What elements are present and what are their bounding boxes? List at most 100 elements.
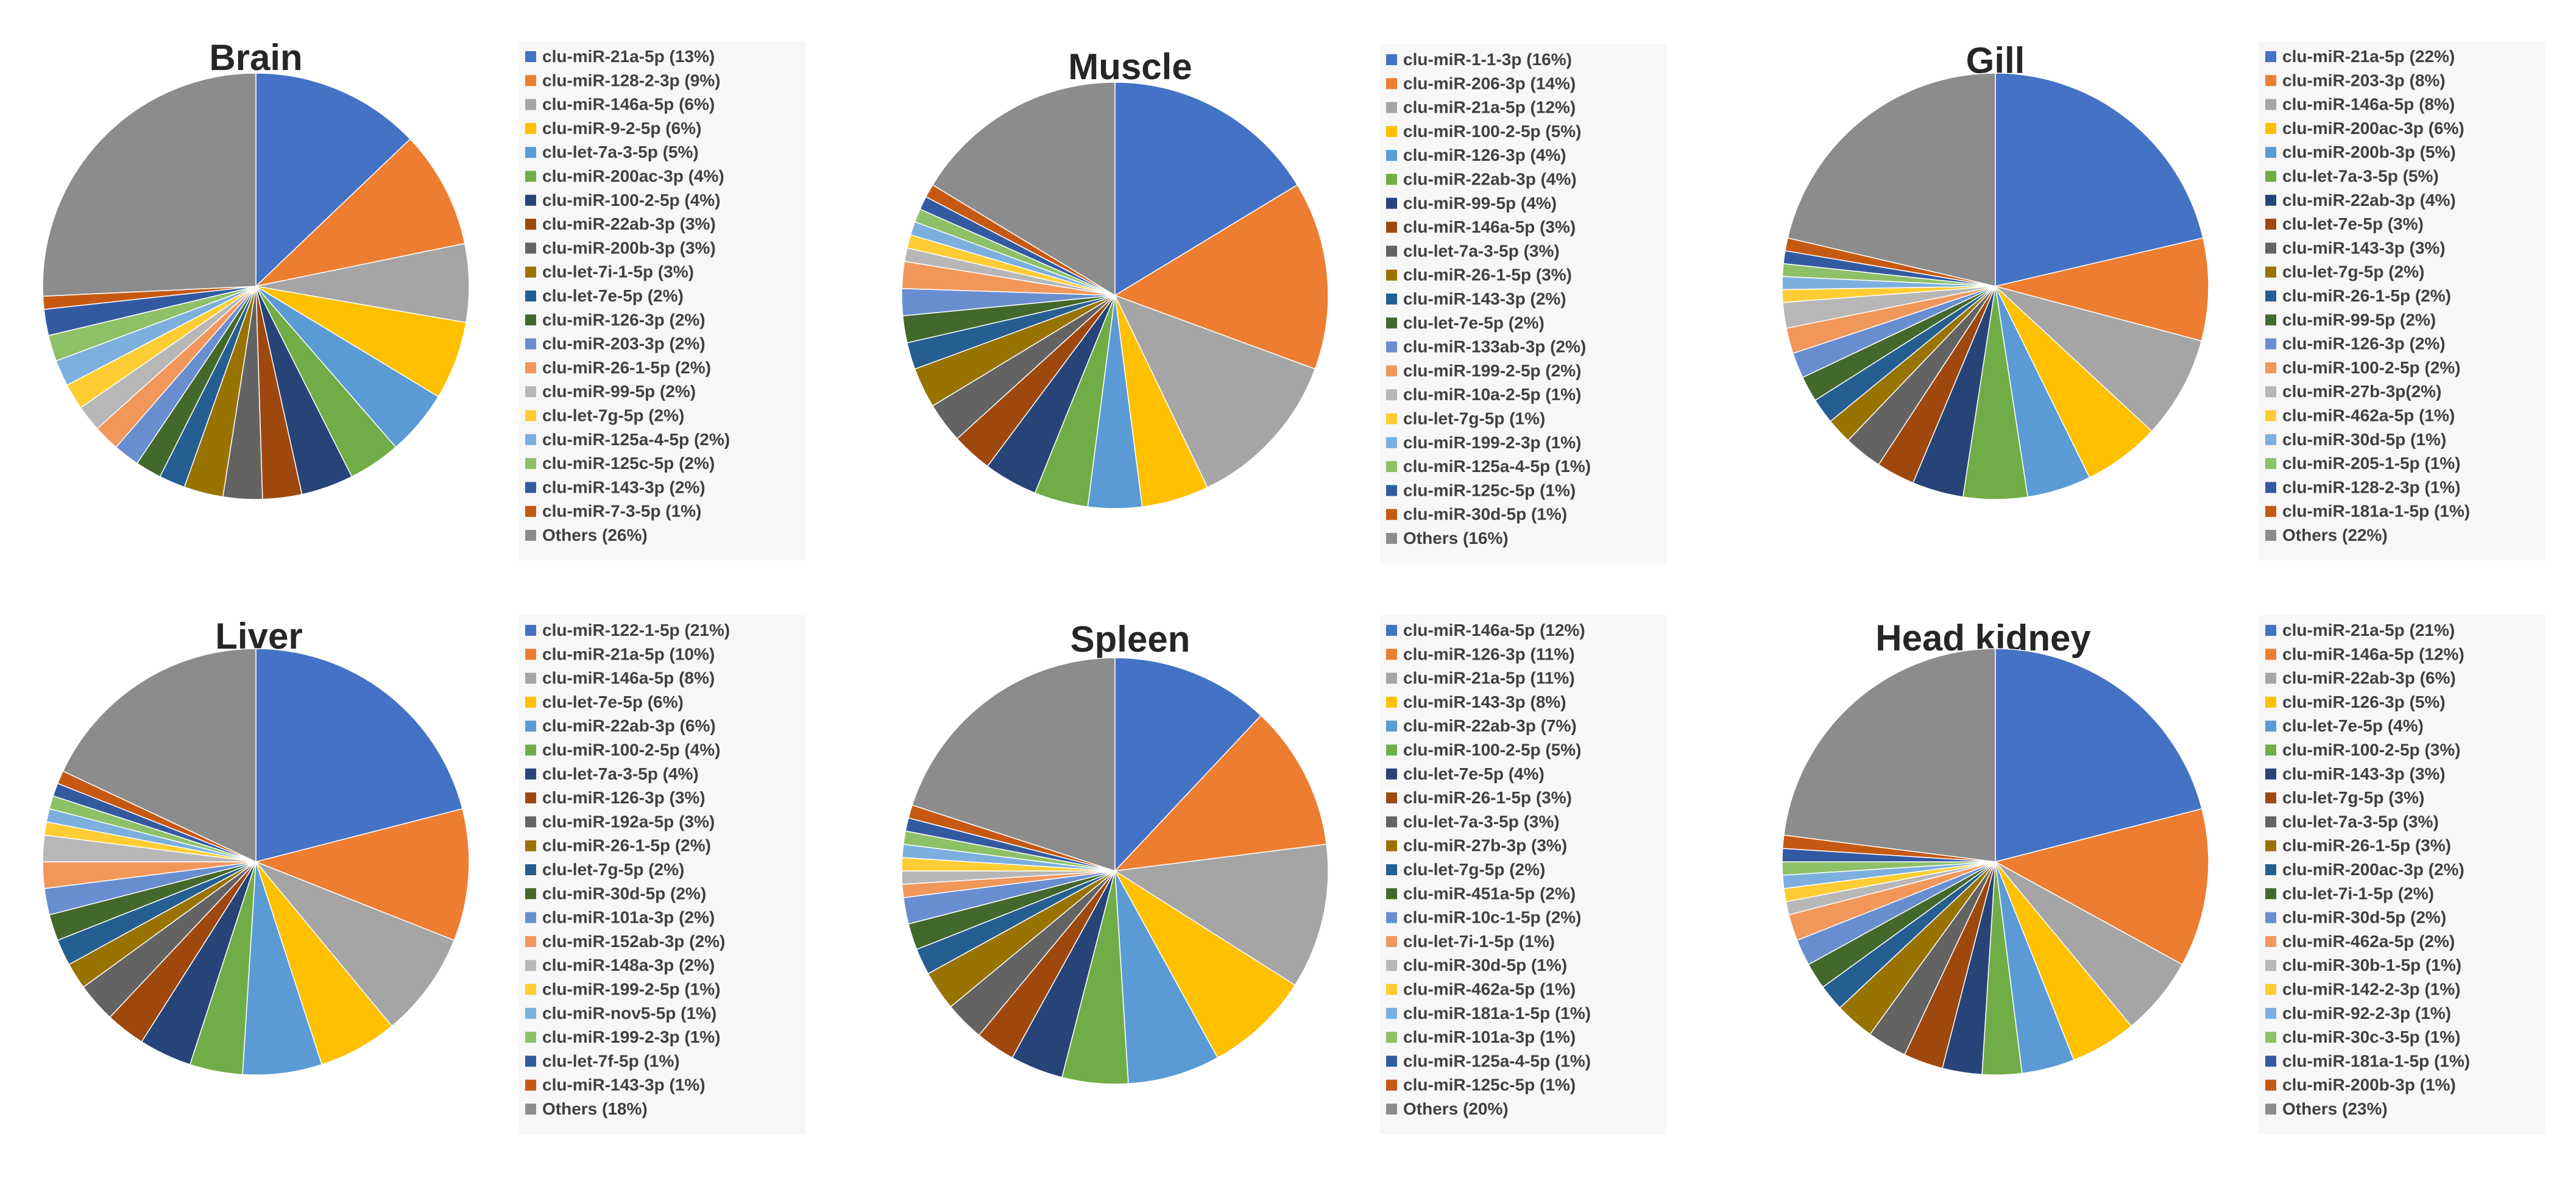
- legend-label: clu-miR-143-3p (3%): [2282, 764, 2446, 783]
- legend-item: clu-miR-128-2-3p (1%): [2265, 477, 2461, 496]
- legend-label: Others (20%): [1403, 1099, 1509, 1118]
- legend-item: clu-miR-146a-5p (3%): [1386, 217, 1576, 236]
- legend: clu-miR-21a-5p (22%) clu-miR-203-3p (8%) c…: [2259, 41, 2546, 560]
- legend-swatch: [2265, 1079, 2276, 1091]
- legend-swatch: [2265, 912, 2276, 923]
- legend-label: clu-miR-22ab-3p (7%): [1403, 716, 1577, 735]
- legend-item: clu-miR-27b-3p (3%): [1386, 836, 1567, 855]
- legend-item: clu-let-7e-5p (4%): [1386, 764, 1545, 783]
- legend-label: clu-miR-21a-5p (13%): [542, 47, 715, 66]
- legend-swatch: [2265, 291, 2276, 301]
- legend-swatch: [525, 171, 536, 182]
- legend-label: clu-miR-142-2-3p (1%): [2282, 980, 2461, 999]
- legend-label: clu-miR-126-3p (11%): [1403, 644, 1575, 663]
- legend-swatch: [2265, 696, 2276, 708]
- legend-label: clu-miR-30d-5p (1%): [1403, 956, 1567, 974]
- legend-item: Others (16%): [1386, 529, 1509, 548]
- legend-label: clu-miR-125c-5p (2%): [542, 454, 715, 473]
- legend-swatch: [2265, 840, 2276, 851]
- legend-item: clu-let-7a-3-5p (3%): [1386, 241, 1560, 260]
- legend-item: Others (26%): [525, 526, 648, 544]
- legend-label: clu-miR-nov5-5p (1%): [542, 1004, 717, 1023]
- legend-swatch: [1386, 509, 1397, 520]
- pie-slice: [254, 808, 470, 941]
- legend-item: clu-miR-9-2-5p (6%): [525, 119, 701, 138]
- legend-item: clu-miR-92-2-3p (1%): [2265, 1004, 2451, 1023]
- pie-slice: [255, 648, 463, 862]
- legend-item: clu-miR-100-2-5p (2%): [2265, 358, 2461, 377]
- legend-swatch: [1386, 840, 1397, 851]
- legend-swatch: [525, 984, 536, 995]
- legend-item: clu-let-7i-1-5p (2%): [2265, 884, 2434, 903]
- legend-swatch: [2265, 338, 2276, 350]
- legend-swatch: [2265, 242, 2276, 254]
- legend-swatch: [525, 410, 536, 421]
- legend-item: Others (22%): [2265, 526, 2388, 544]
- legend-item: Others (20%): [1386, 1099, 1509, 1118]
- legend-label: clu-miR-128-2-3p (1%): [2282, 477, 2461, 496]
- legend-item: clu-miR-30d-5p (2%): [525, 884, 706, 903]
- legend-swatch: [1386, 1055, 1397, 1067]
- legend-label: clu-miR-101a-3p (2%): [542, 908, 715, 927]
- legend-label: clu-miR-126-3p (2%): [542, 310, 706, 329]
- legend-label: clu-miR-128-2-3p (9%): [542, 71, 721, 90]
- legend-item: clu-miR-142-2-3p (1%): [2265, 980, 2461, 999]
- legend-label: clu-miR-126-3p (5%): [2282, 692, 2446, 711]
- legend-swatch: [525, 864, 536, 875]
- legend-label: clu-miR-181a-1-5p (1%): [1403, 1004, 1591, 1023]
- legend-item: clu-miR-126-3p (3%): [525, 788, 706, 807]
- legend-swatch: [525, 434, 536, 445]
- legend-swatch: [1386, 197, 1397, 209]
- legend-label: clu-miR-22ab-3p (3%): [542, 214, 716, 233]
- legend-background: [519, 41, 805, 560]
- legend-label: clu-let-7a-3-5p (5%): [542, 143, 699, 161]
- legend-label: clu-miR-199-2-3p (1%): [1403, 433, 1582, 452]
- legend-swatch: [1386, 174, 1397, 185]
- pie-slice: [255, 861, 455, 1027]
- legend-swatch: [2265, 1055, 2276, 1067]
- legend-label: clu-miR-122-1-5p (21%): [542, 621, 730, 640]
- legend-item: clu-miR-126-3p (2%): [525, 310, 706, 329]
- legend-item: clu-miR-143-3p (8%): [1386, 692, 1566, 711]
- legend-label: clu-miR-200b-3p (5%): [2282, 143, 2456, 161]
- legend-item: clu-miR-125c-5p (2%): [525, 454, 715, 473]
- legend-item: clu-miR-143-3p (2%): [525, 477, 706, 496]
- legend-label: clu-miR-26-1-5p (2%): [542, 358, 711, 377]
- pie-slice: [1783, 648, 1996, 862]
- legend-swatch: [2265, 362, 2276, 373]
- pie-slice: [1114, 657, 1262, 872]
- legend-item: clu-miR-143-3p (1%): [525, 1076, 706, 1094]
- pie-slice: [1114, 714, 1328, 872]
- legend-swatch: [1386, 245, 1397, 257]
- legend-swatch: [525, 936, 536, 947]
- legend-swatch: [2265, 410, 2276, 421]
- legend-label: clu-miR-125c-5p (1%): [1403, 1076, 1576, 1094]
- legend-item: clu-miR-200ac-3p (4%): [525, 167, 724, 186]
- legend-label: clu-miR-200ac-3p (6%): [2282, 119, 2465, 138]
- legend-label: clu-miR-126-3p (4%): [1403, 146, 1566, 164]
- legend-label: clu-miR-146a-5p (12%): [2282, 644, 2465, 663]
- legend-swatch: [2265, 936, 2276, 947]
- legend-swatch: [2265, 266, 2276, 278]
- legend-label: clu-let-7a-3-5p (5%): [2282, 167, 2439, 186]
- legend-swatch: [2265, 888, 2276, 900]
- legend-swatch: [1386, 816, 1397, 828]
- chart-title: Brain: [209, 37, 302, 78]
- legend-label: Others (22%): [2282, 526, 2388, 544]
- legend-swatch: [1386, 768, 1397, 780]
- legend-item: clu-miR-30d-5p (2%): [2265, 908, 2446, 927]
- legend-item: clu-let-7a-3-5p (5%): [525, 143, 699, 161]
- legend-swatch: [2265, 792, 2276, 804]
- legend-label: clu-miR-100-2-5p (3%): [2282, 741, 2461, 759]
- legend-item: clu-miR-10a-2-5p (1%): [1386, 385, 1582, 404]
- legend-item: clu-miR-203-3p (8%): [2265, 71, 2446, 90]
- legend-swatch: [1386, 672, 1397, 684]
- legend-label: clu-miR-143-3p (2%): [542, 477, 706, 496]
- pie-slice: [1114, 870, 1219, 1085]
- legend-label: clu-miR-22ab-3p (4%): [2282, 191, 2456, 210]
- legend-swatch: [2265, 219, 2276, 230]
- legend-item: clu-let-7g-5p (2%): [525, 406, 684, 425]
- legend-label: clu-miR-462a-5p (2%): [2282, 932, 2455, 951]
- legend-swatch: [525, 194, 536, 206]
- legend-label: clu-miR-203-3p (8%): [2282, 71, 2446, 90]
